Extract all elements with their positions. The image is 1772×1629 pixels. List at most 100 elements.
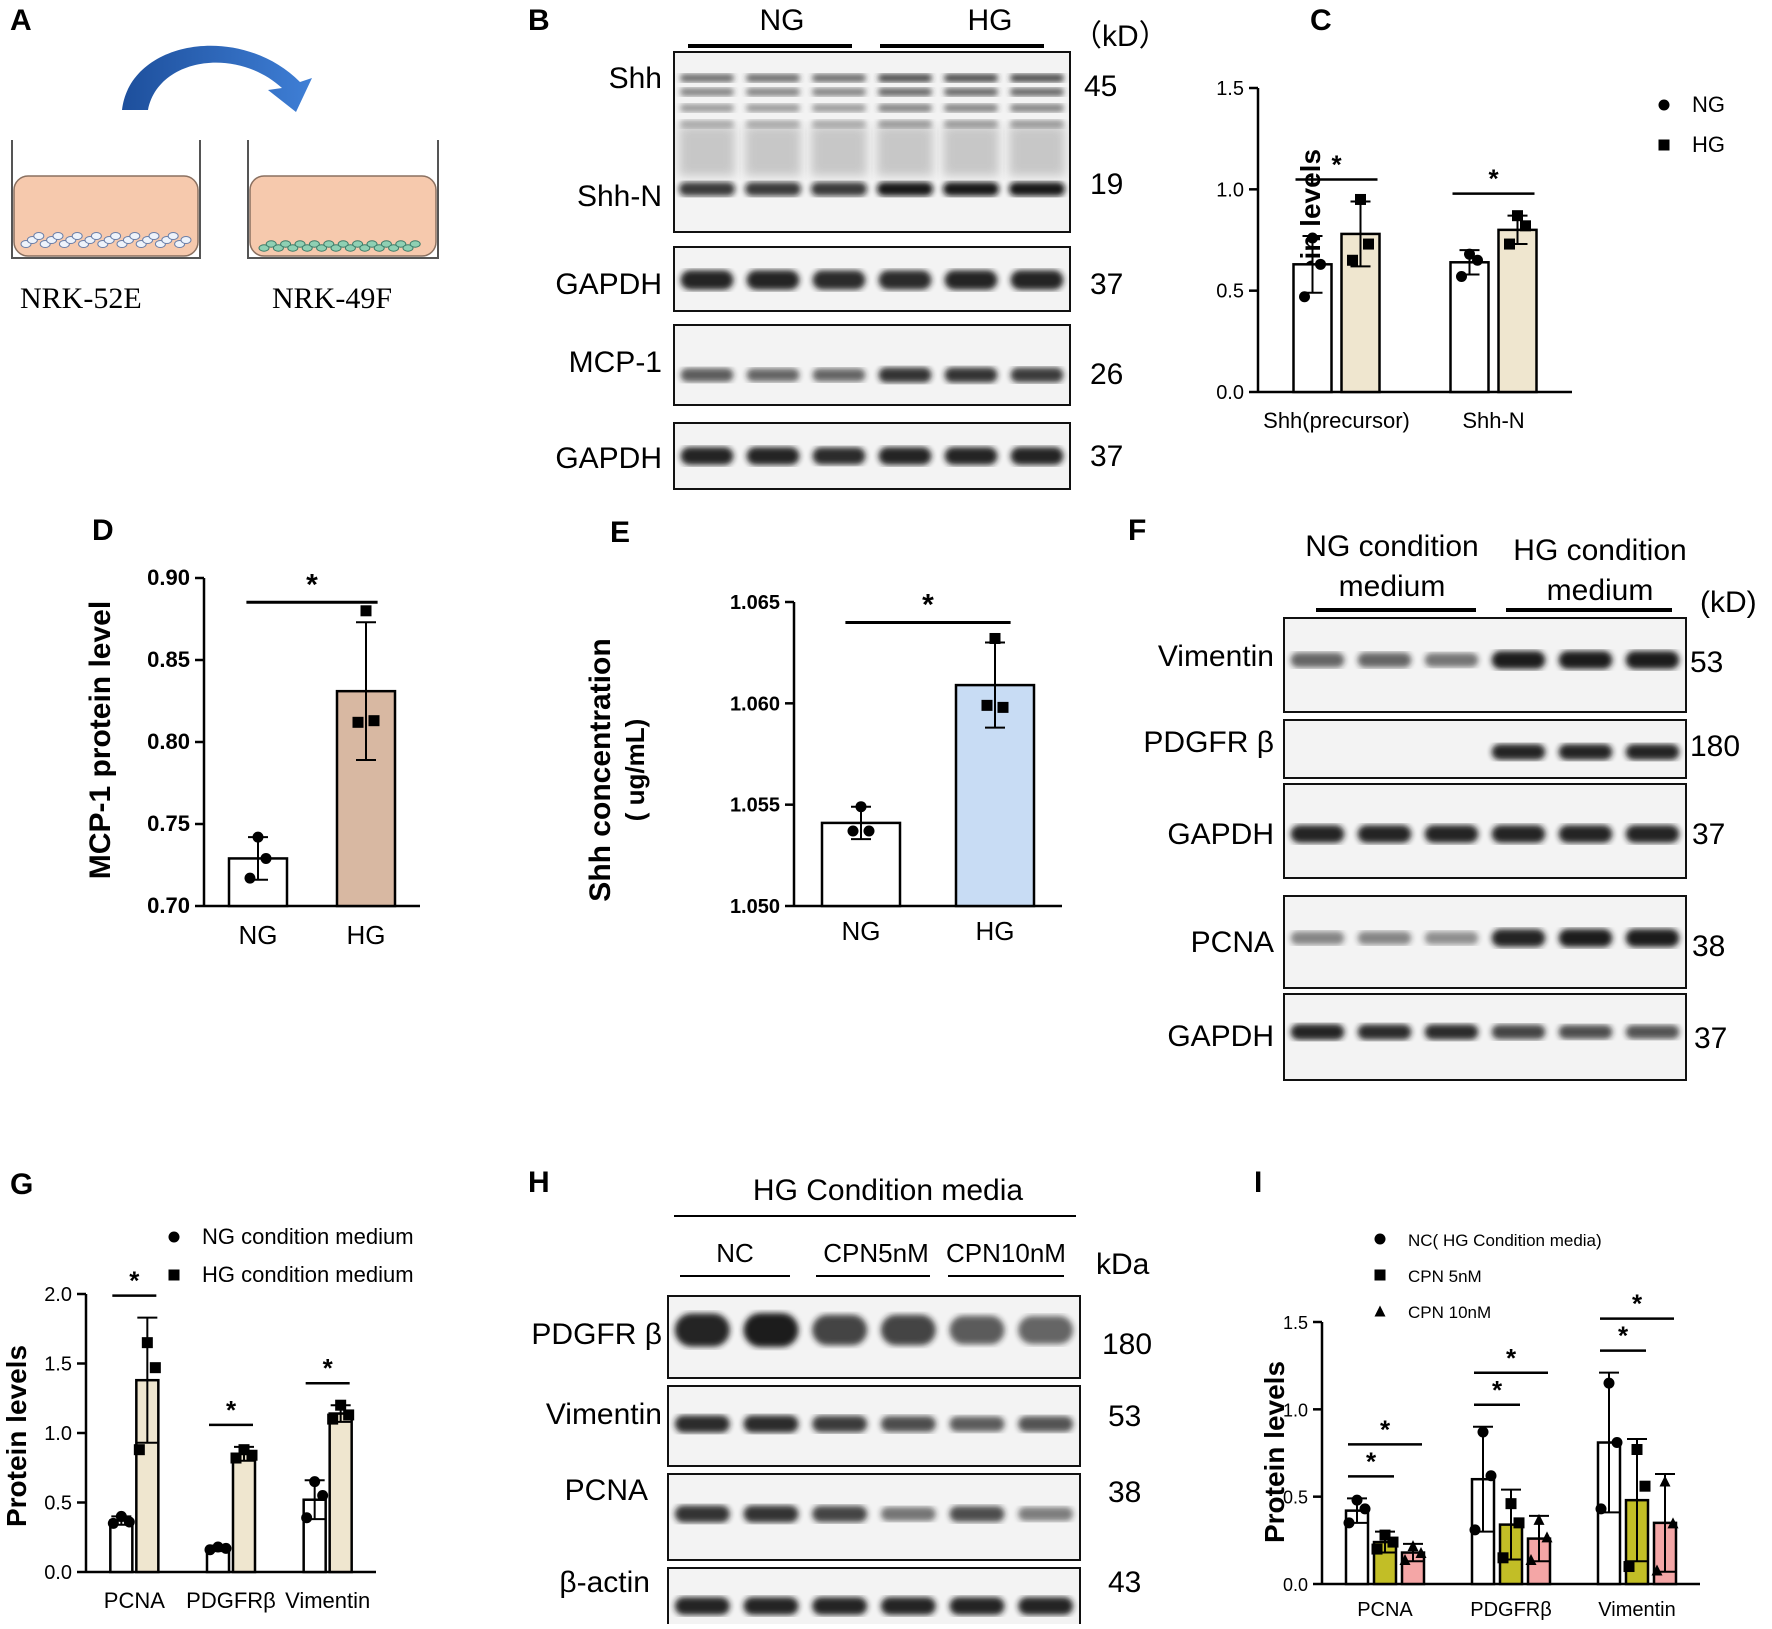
protein-band <box>743 1505 799 1523</box>
y-tick-label: 0.90 <box>147 565 190 590</box>
panel-b-letter: B <box>528 4 550 37</box>
blot-shh <box>673 51 1071 233</box>
significance-star: * <box>1331 149 1342 179</box>
protein-band <box>1009 182 1065 196</box>
data-point <box>1359 1503 1371 1515</box>
blot-gapdh-b2-frame <box>673 422 1071 490</box>
protein-band <box>1558 744 1613 760</box>
protein-band <box>1424 931 1479 945</box>
data-point <box>1315 258 1326 270</box>
bar <box>328 1412 353 1574</box>
data-point <box>1307 232 1318 244</box>
epithelial-cell <box>129 232 141 240</box>
epithelial-cell <box>71 232 83 240</box>
data-point <box>1472 254 1483 266</box>
fibroblast-cell <box>280 240 292 248</box>
protein-band <box>949 1416 1005 1432</box>
data-point <box>1623 1561 1635 1573</box>
group-h-nc: NC <box>716 1238 754 1268</box>
data-point <box>997 701 1009 713</box>
protein-band <box>1424 825 1479 843</box>
blot-pcna-f <box>1283 895 1687 989</box>
protein-band <box>1010 104 1064 112</box>
protein-band <box>1010 367 1064 383</box>
data-point <box>301 1512 313 1524</box>
blot-kd-shh-n: 19 <box>1090 168 1123 201</box>
protein-band <box>680 104 734 112</box>
fibroblast-cell <box>373 244 385 252</box>
fibroblast-cell <box>388 244 400 252</box>
bar <box>231 1452 257 1574</box>
y-tick-label: 1.065 <box>730 592 780 614</box>
data-point <box>1512 210 1523 222</box>
panel-h-blots <box>667 1295 1081 1629</box>
blot-pdgfrb-h <box>667 1295 1081 1379</box>
protein-band <box>944 367 998 383</box>
category-label: HG <box>976 916 1015 946</box>
data-point <box>1667 1517 1679 1529</box>
blot-bactin-h <box>667 1567 1081 1629</box>
data-point <box>133 1444 145 1456</box>
protein-smear <box>745 126 801 176</box>
fibroblast-cell <box>366 240 378 248</box>
data-point <box>1525 1554 1537 1566</box>
data-point <box>1520 220 1531 232</box>
legend-label: NG <box>1692 92 1725 117</box>
y-tick-label: 0.85 <box>147 647 190 672</box>
protein-band <box>1625 651 1680 669</box>
y-tick-label: 1.055 <box>730 795 780 817</box>
blot-kd-h-vimentin: 53 <box>1108 1400 1141 1433</box>
protein-band <box>944 447 998 465</box>
blot-label-vimentin: Vimentin <box>1158 640 1274 673</box>
y-axis-label-unit-e: ( ug/mL) <box>620 719 650 822</box>
group-f2-line2: medium <box>1547 574 1654 607</box>
data-point <box>1651 1564 1663 1576</box>
fibroblast-cell <box>352 240 364 248</box>
group-f1-line2: medium <box>1339 570 1446 603</box>
protein-band <box>746 74 800 82</box>
protein-band <box>878 367 932 383</box>
data-point <box>123 1516 135 1528</box>
protein-band <box>1491 651 1546 669</box>
data-point <box>1631 1444 1643 1456</box>
blot-vimentin-f <box>1283 617 1687 713</box>
protein-band <box>674 1505 730 1523</box>
y-axis-label-d: MCP-1 protein level <box>84 601 117 879</box>
blot-label-pdgfrb: PDGFR β <box>1143 726 1274 759</box>
legend-marker <box>1374 1233 1386 1245</box>
data-point <box>1371 1543 1383 1555</box>
protein-band <box>1491 744 1546 760</box>
category-label: PDGFRβ <box>186 1588 276 1613</box>
legend-label: CPN 5nM <box>1408 1267 1482 1286</box>
data-point <box>1541 1531 1553 1543</box>
data-point <box>1505 1498 1517 1510</box>
chart-d: D 0.70 0.75 0.80 0.85 0.90 MCP-1 protein level… <box>84 514 420 950</box>
y-tick-label: 0.0 <box>1216 382 1244 404</box>
group-h-cpn10: CPN10nM <box>946 1238 1066 1268</box>
category-label: Vimentin <box>1598 1599 1675 1621</box>
dish-right-medium <box>249 175 437 257</box>
blot-kd-h-pcna: 38 <box>1108 1476 1141 1509</box>
blot-gapdh-b2 <box>673 422 1071 490</box>
blot-pcna-f-frame <box>1283 895 1687 989</box>
data-point <box>1379 1529 1391 1541</box>
blot-label-h-pcna: PCNA <box>565 1474 648 1507</box>
y-tick-label: 1.5 <box>1216 78 1244 100</box>
data-point <box>238 1444 250 1456</box>
fibroblast-cell <box>272 244 284 252</box>
protein-band <box>944 88 998 96</box>
protein-band <box>1491 825 1546 843</box>
protein-band <box>1625 825 1680 843</box>
epithelial-cell <box>148 232 160 240</box>
y-tick-label: 1.0 <box>1283 1400 1308 1420</box>
group-label-ng: NG <box>760 4 805 37</box>
data-point <box>1355 193 1366 205</box>
blot-shh-frame <box>673 51 1071 233</box>
y-tick-label: 0.5 <box>1216 281 1244 303</box>
protein-band <box>1010 270 1064 290</box>
fibroblast-cell <box>395 240 407 248</box>
blot-mcp1-frame <box>673 324 1071 406</box>
y-tick-label: 0.5 <box>1283 1488 1308 1508</box>
dish-right-label: NRK-49F <box>272 282 392 315</box>
